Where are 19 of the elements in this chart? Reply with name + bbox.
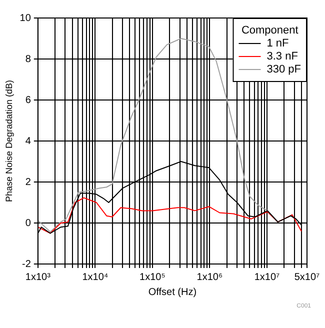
y-tick-label: 2 [25, 176, 32, 188]
legend-label: 330 pF [266, 64, 302, 76]
x-tick-label: 5x10⁷ [294, 272, 320, 283]
legend-label: 3.3 nF [266, 50, 298, 63]
x-tick-label: 1x10⁵ [140, 272, 166, 283]
x-tick-label: 1x10⁴ [82, 272, 108, 283]
y-tick-label: 8 [25, 54, 32, 65]
y-tick-label: -2 [22, 258, 32, 270]
y-tick-label: 4 [25, 136, 32, 147]
x-tick-label: 1x10⁶ [196, 272, 223, 283]
y-tick-label: 10 [20, 12, 32, 24]
legend-label: 1 nF [266, 38, 290, 50]
x-tick-label: 1x10⁷ [254, 272, 280, 283]
y-axis-title: Phase Noise Degradation (dB) [4, 80, 14, 202]
legend-title: Component [241, 24, 298, 37]
x-axis-title: Offset (Hz) [148, 286, 197, 298]
y-tick-label: 6 [25, 94, 32, 106]
y-tick-label: 0 [25, 218, 32, 229]
x-tick-label: 1x10³ [25, 272, 52, 283]
